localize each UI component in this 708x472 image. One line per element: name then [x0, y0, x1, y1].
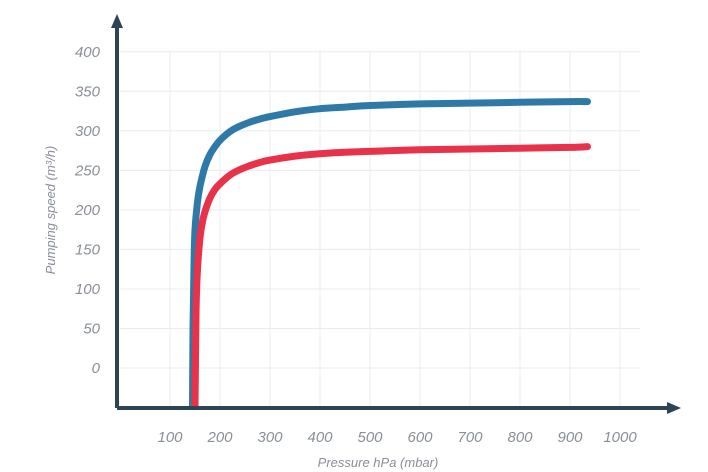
x-axis-arrow-icon: [667, 402, 681, 414]
y-axis-arrow-icon: [111, 14, 123, 28]
x-tick-label: 400: [307, 429, 333, 446]
x-tick-label: 300: [257, 429, 283, 446]
series-line-2: [191, 143, 591, 410]
series-line-1: [189, 98, 591, 410]
y-tick-label: 400: [75, 44, 101, 61]
x-tick-label: 1000: [603, 429, 637, 446]
x-tick-label: 200: [206, 429, 233, 446]
x-tick-label: 900: [557, 429, 583, 446]
axes: [111, 14, 681, 414]
x-tick-label: 600: [407, 429, 433, 446]
y-tick-label: 100: [75, 281, 101, 298]
tick-labels: 100 200 300 400 500 600 700 800 900 1000 0 50 100 150…: [74, 44, 637, 446]
series-lines: [189, 98, 591, 410]
y-tick-label: 200: [74, 202, 101, 219]
y-tick-label: 50: [83, 320, 100, 337]
x-tick-label: 500: [357, 429, 383, 446]
x-tick-label: 800: [507, 429, 533, 446]
y-tick-label: 150: [75, 241, 101, 258]
grid: [120, 50, 640, 408]
y-tick-label: 250: [74, 162, 101, 179]
y-axis-title: Pumping speed (m³/h): [43, 146, 58, 275]
y-tick-label: 350: [75, 83, 101, 100]
x-tick-label: 100: [157, 429, 183, 446]
y-tick-label: 300: [75, 123, 101, 140]
x-tick-label: 700: [457, 429, 483, 446]
y-tick-label: 0: [92, 360, 101, 377]
x-axis-title: Pressure hPa (mbar): [318, 455, 439, 470]
